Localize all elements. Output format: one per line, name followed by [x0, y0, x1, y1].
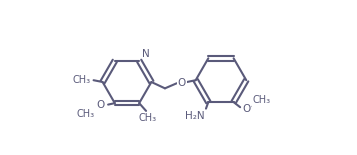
Text: CH₃: CH₃	[73, 75, 91, 85]
Text: CH₃: CH₃	[139, 113, 157, 123]
Text: CH₃: CH₃	[252, 95, 270, 105]
Text: O: O	[242, 104, 251, 114]
Text: O: O	[97, 100, 105, 110]
Text: H₂N: H₂N	[185, 111, 205, 121]
Text: N: N	[142, 49, 150, 59]
Text: O: O	[178, 78, 186, 88]
Text: CH₃: CH₃	[76, 109, 94, 119]
